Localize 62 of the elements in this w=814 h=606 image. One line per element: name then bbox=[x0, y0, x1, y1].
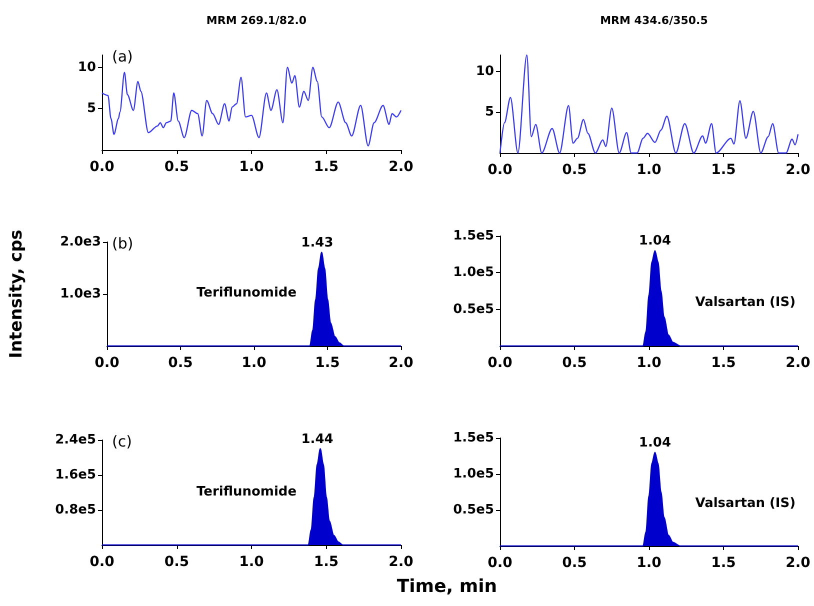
y-tick-label: 0.5e5 bbox=[453, 302, 494, 317]
line-series bbox=[101, 66, 402, 146]
y-tick-label: 1.0e5 bbox=[453, 265, 494, 280]
x-tick-label: 0.0 bbox=[488, 555, 513, 571]
y-tick-label: 2.4e5 bbox=[55, 432, 96, 448]
x-tick-label: 1.5 bbox=[315, 355, 340, 371]
x-tick-label: 1.5 bbox=[314, 159, 339, 175]
x-tick-label: 1.0 bbox=[239, 159, 264, 175]
x-tick-label: 0.0 bbox=[488, 355, 513, 371]
x-tick-label: 1.5 bbox=[711, 555, 736, 571]
annotation: 1.04 bbox=[638, 435, 671, 450]
x-tick-label: 0.5 bbox=[164, 159, 190, 175]
x-tick-label: 2.0 bbox=[786, 555, 811, 571]
y-tick-label: 1.0e3 bbox=[60, 286, 101, 302]
x-tick-label: 1.0 bbox=[636, 555, 662, 571]
y-tick-label: 1.5e5 bbox=[453, 430, 494, 446]
y-tick-label: 5 bbox=[484, 104, 494, 120]
y-tick-label: 10 bbox=[476, 64, 494, 79]
x-axis-title: Time, min bbox=[396, 576, 498, 597]
chart-title: MRM 434.6/350.5 bbox=[600, 14, 708, 27]
x-tick-label: 0.0 bbox=[90, 554, 115, 570]
y-tick-label: 2.0e3 bbox=[60, 234, 101, 250]
x-tick-label: 0.5 bbox=[168, 355, 193, 371]
x-tick-label: 2.0 bbox=[388, 355, 414, 371]
y-tick-label: 1.6e5 bbox=[55, 468, 96, 482]
annotation: Valsartan (IS) bbox=[695, 295, 796, 310]
annotation: Valsartan (IS) bbox=[695, 496, 796, 511]
y-tick-label: 5 bbox=[86, 101, 96, 116]
x-tick-label: 1.0 bbox=[239, 554, 264, 570]
annotation: (c) bbox=[112, 432, 132, 450]
chart-title: MRM 269.1/82.0 bbox=[206, 14, 307, 27]
x-tick-label: 1.5 bbox=[711, 162, 736, 178]
line-series bbox=[499, 54, 799, 154]
annotation: 1.04 bbox=[638, 234, 671, 249]
x-tick-label: 0.5 bbox=[562, 555, 587, 571]
x-tick-label: 2.0 bbox=[388, 159, 414, 175]
x-tick-label: 0.0 bbox=[90, 159, 115, 175]
annotation: 1.43 bbox=[301, 235, 334, 250]
y-tick-label: 0.5e5 bbox=[453, 502, 494, 518]
x-tick-label: 0.0 bbox=[94, 355, 120, 371]
x-tick-label: 1.0 bbox=[636, 162, 662, 178]
y-tick-label: 10 bbox=[78, 60, 96, 75]
annotation: Teriflunomide bbox=[196, 286, 297, 301]
x-tick-label: 2.0 bbox=[786, 355, 811, 371]
y-tick-label: 1.0e5 bbox=[453, 466, 494, 482]
x-tick-label: 0.5 bbox=[562, 162, 587, 178]
x-tick-label: 0.5 bbox=[562, 355, 587, 371]
annotation: (b) bbox=[112, 234, 134, 252]
y-tick-label: 0.8e5 bbox=[55, 502, 96, 518]
annotation: (a) bbox=[112, 48, 133, 66]
x-tick-label: 1.5 bbox=[314, 554, 339, 570]
x-tick-label: 1.5 bbox=[711, 355, 736, 371]
x-tick-label: 0.0 bbox=[488, 162, 513, 178]
x-tick-label: 1.0 bbox=[242, 355, 267, 371]
x-tick-label: 2.0 bbox=[786, 162, 811, 178]
x-tick-label: 1.0 bbox=[636, 355, 662, 371]
x-tick-label: 0.5 bbox=[164, 554, 190, 570]
annotation: 1.44 bbox=[301, 432, 334, 447]
y-axis-title: Intensity, cps bbox=[6, 230, 26, 358]
x-tick-label: 2.0 bbox=[388, 554, 414, 570]
annotation: Teriflunomide bbox=[196, 484, 297, 500]
y-tick-label: 1.5e5 bbox=[453, 228, 494, 244]
